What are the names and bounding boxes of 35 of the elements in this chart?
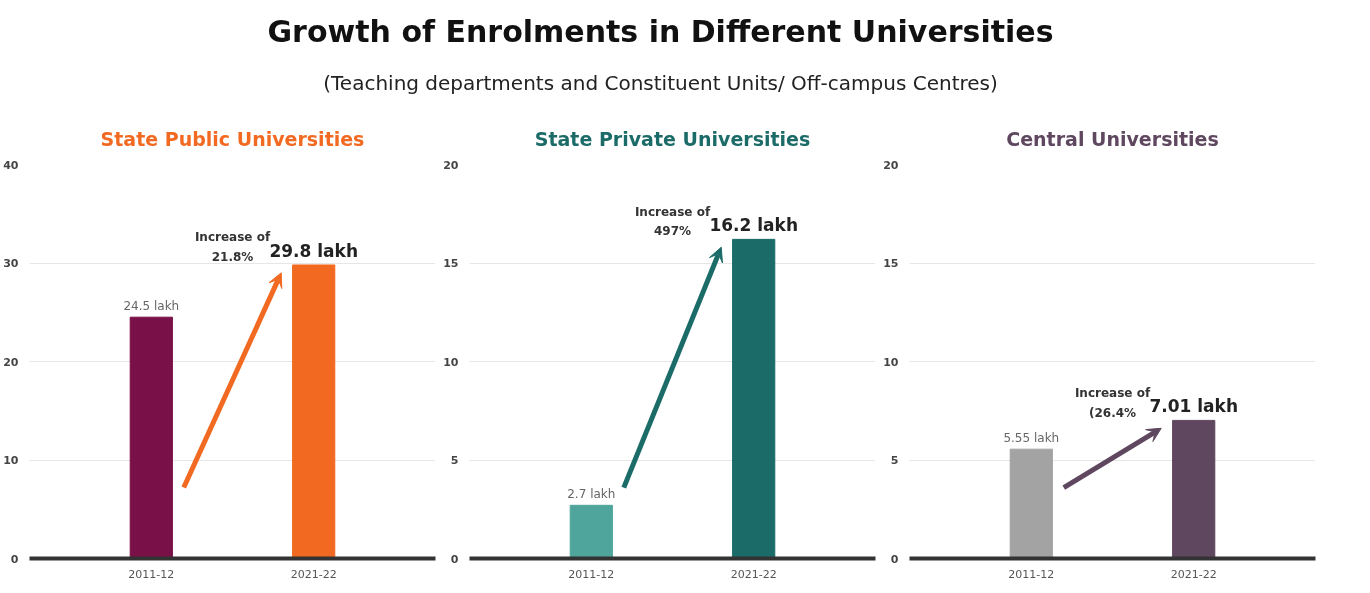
y-tick-label: 20 — [3, 355, 19, 369]
data-label: 5.55 lakh — [1003, 431, 1060, 446]
annotation: Increase of 497% — [634, 204, 711, 239]
y-tick-label: 30 — [3, 257, 19, 270]
chart-title: State Public Universities — [100, 127, 365, 150]
data-label: 16.2 lakh — [709, 215, 798, 236]
data-label: 24.5 lakh — [123, 299, 180, 314]
y-tick-label: 10 — [3, 454, 19, 467]
y-tick-label: 0 — [890, 552, 899, 566]
data-label: 7.01 lakh — [1149, 396, 1238, 417]
y-tick-label: 40 — [3, 158, 19, 172]
y-tick-label: 0 — [10, 552, 19, 566]
text: (Teaching departments and Constituent Units/ Off-campus Centres) — [323, 71, 998, 95]
y-tick-label: 10 — [443, 355, 459, 369]
data-label: 2.7 lakh — [567, 487, 616, 502]
x-tick-label: 2021-22 — [1170, 567, 1217, 581]
y-tick-label: 0 — [450, 552, 459, 566]
x-tick-label: 2011-12 — [128, 567, 175, 581]
chart-title: State Private Universities — [534, 127, 811, 150]
x-tick-label: 2011-12 — [1008, 567, 1055, 581]
y-tick-label: 10 — [883, 355, 899, 369]
x-tick-label: 2021-22 — [730, 567, 777, 581]
y-tick-label: 20 — [443, 158, 459, 172]
y-tick-label: 15 — [443, 257, 459, 270]
text: Growth of Enrolments in Different Universities — [267, 13, 1054, 49]
y-tick-label: 5 — [890, 454, 899, 467]
annotation: Increase of (26.4% — [1074, 385, 1151, 420]
data-label: 29.8 lakh — [269, 240, 358, 261]
y-tick-label: 5 — [450, 454, 459, 467]
x-tick-label: 2021-22 — [290, 567, 337, 581]
annotation: Increase of 21.8% — [194, 230, 271, 265]
chart-title: Central Universities — [1006, 127, 1219, 150]
y-tick-label: 20 — [883, 158, 899, 172]
y-tick-label: 15 — [883, 257, 899, 270]
x-tick-label: 2011-12 — [568, 567, 615, 581]
